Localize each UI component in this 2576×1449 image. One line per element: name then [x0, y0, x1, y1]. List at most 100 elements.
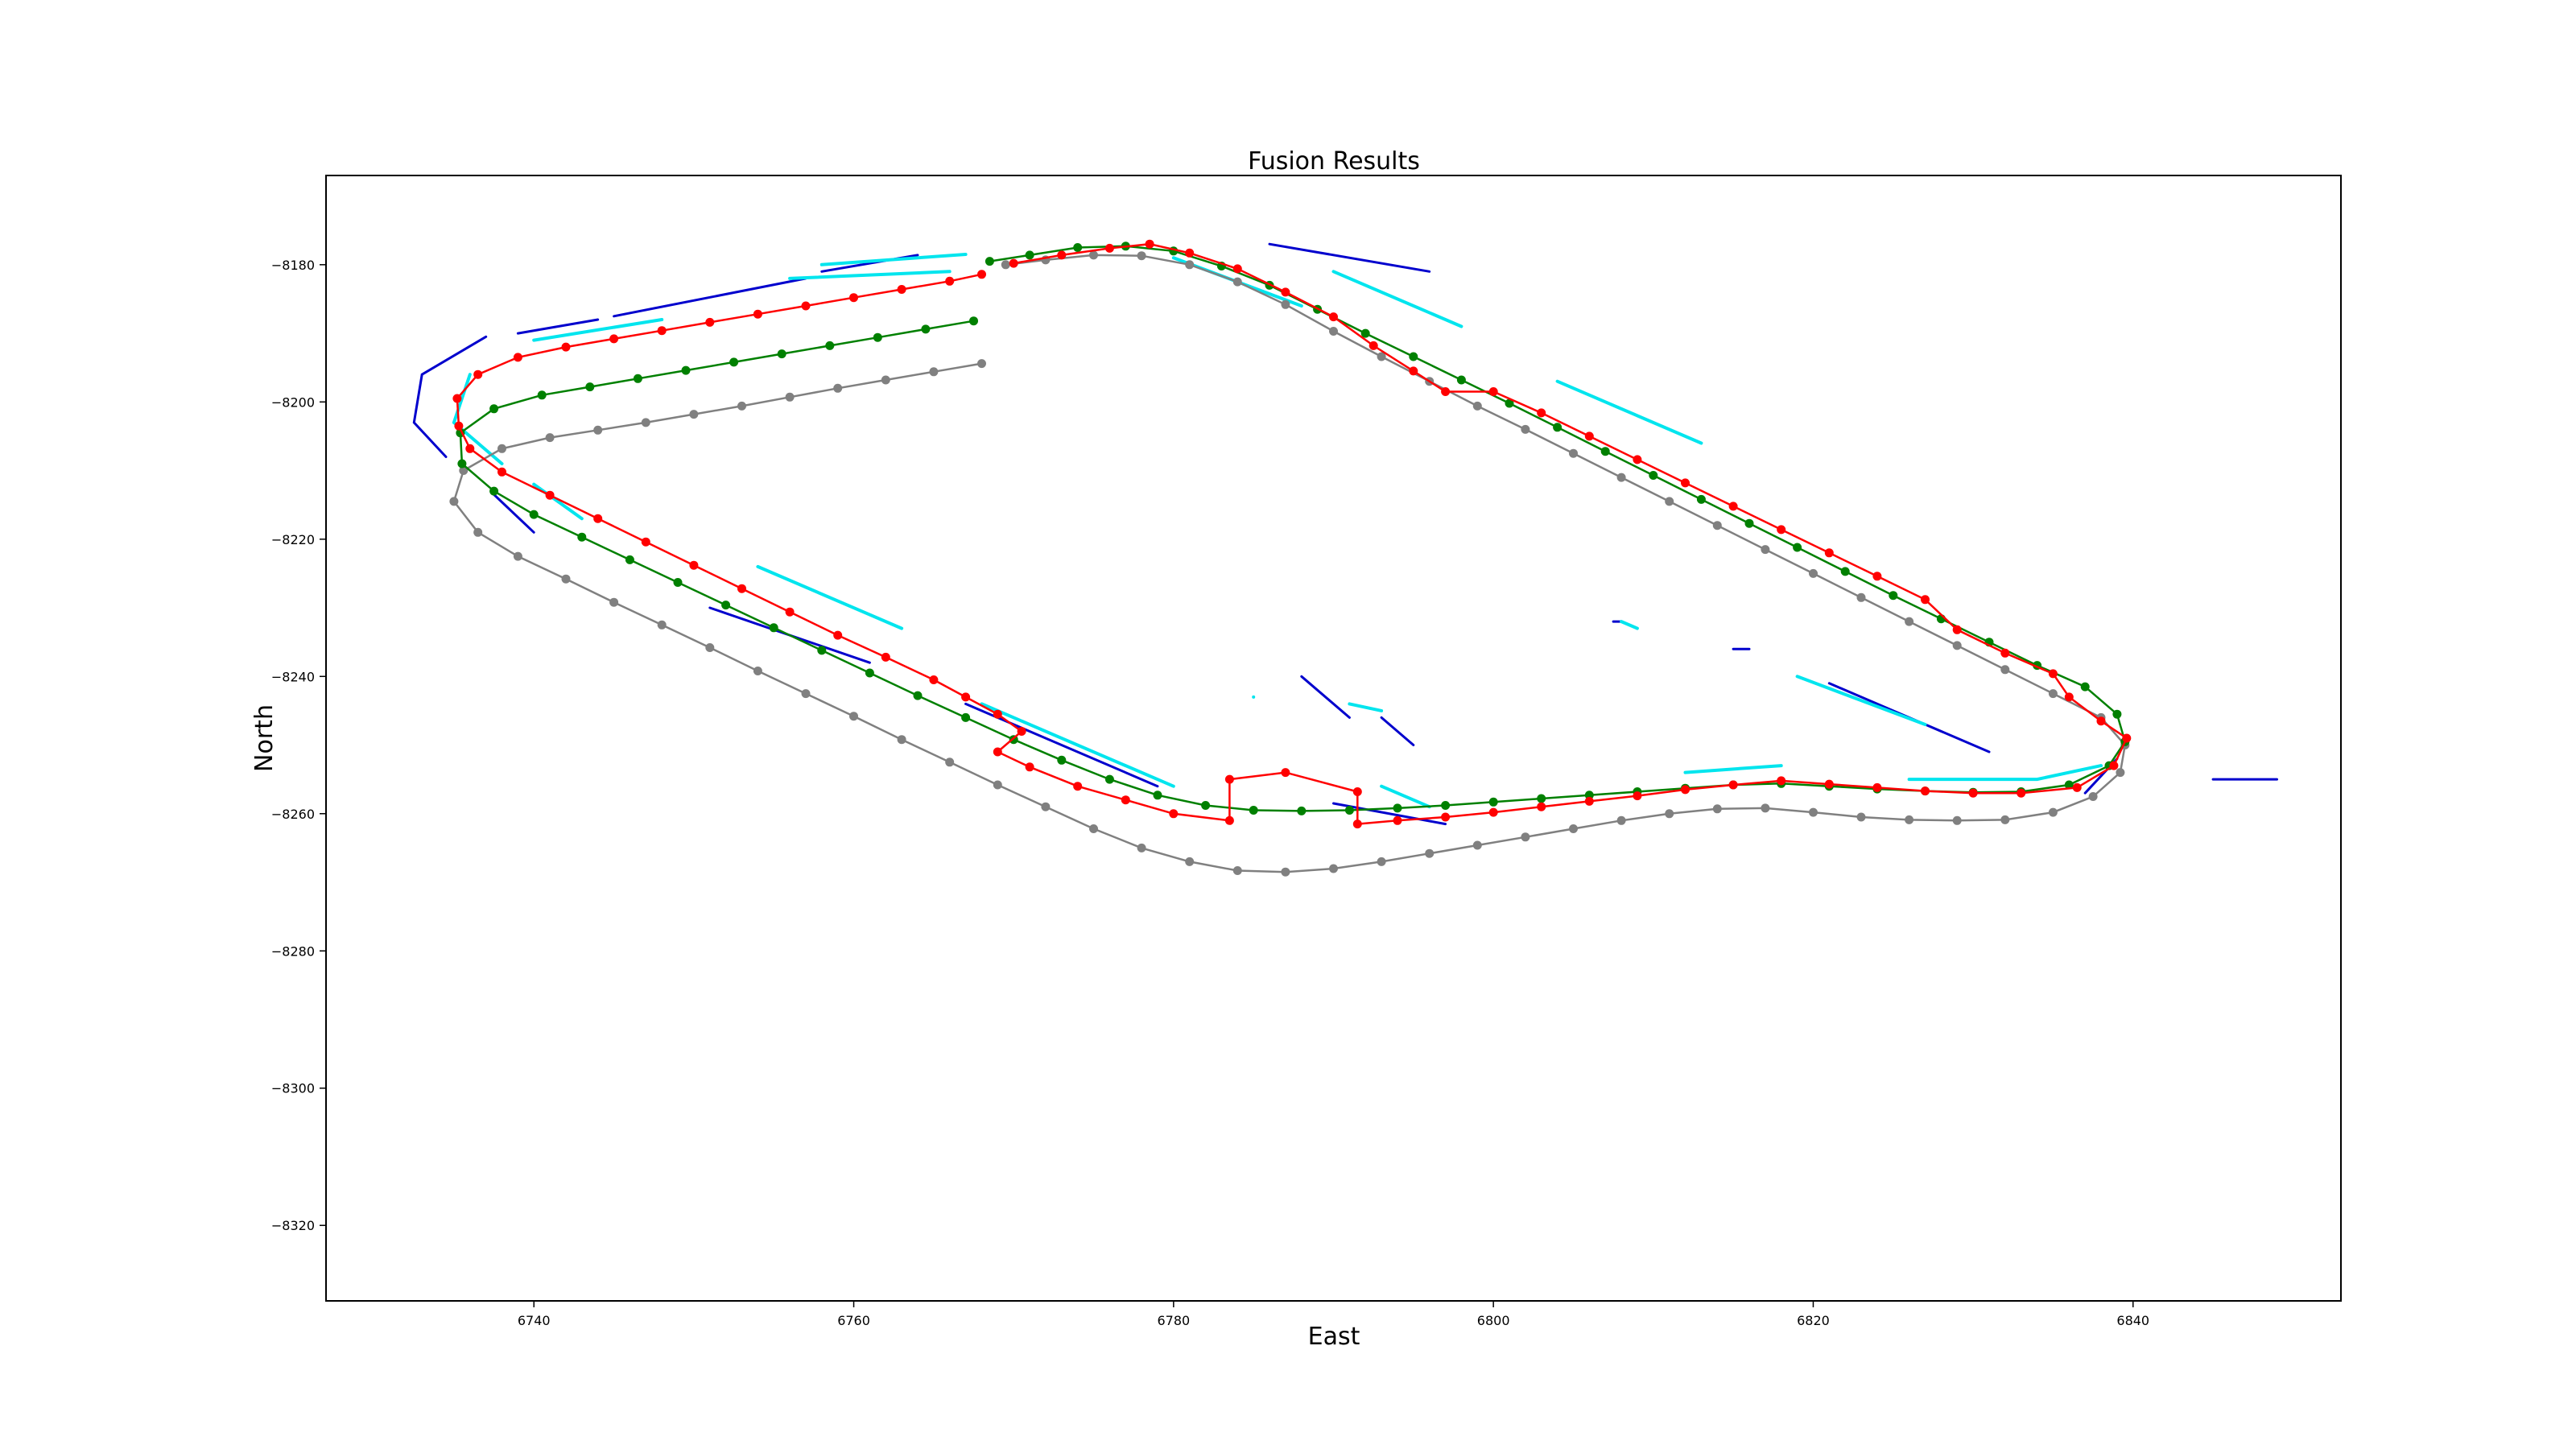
blue-segment: [1300, 675, 1351, 719]
green-track-point: [2112, 709, 2122, 719]
gray-track-point: [785, 392, 795, 402]
red-track-point: [1681, 478, 1690, 488]
green-track-point: [1441, 801, 1451, 810]
green-track-point: [873, 332, 882, 342]
gray-track-point: [1472, 840, 1482, 850]
green-track-point: [1649, 471, 1658, 480]
gray-track-point: [1761, 803, 1770, 813]
gray-track-point: [593, 425, 603, 435]
red-track-point: [1441, 812, 1451, 822]
gray-track-point: [449, 497, 459, 506]
red-track-point: [929, 675, 939, 684]
cyan-segment: [1683, 764, 1783, 774]
red-track-point: [593, 514, 603, 523]
green-track-point: [1104, 774, 1114, 784]
green-track-point: [1409, 352, 1418, 361]
gray-track-point: [1137, 843, 1146, 852]
y-tick-label: −8180: [271, 258, 315, 273]
green-track-point: [625, 555, 634, 564]
red-track-point: [1409, 366, 1418, 376]
red-track-point: [993, 747, 1002, 757]
red-track-point: [1441, 387, 1451, 396]
gray-track-point: [1329, 864, 1338, 873]
green-track-point: [921, 324, 931, 334]
gray-track-point: [1185, 260, 1195, 270]
red-track-point: [1921, 786, 1930, 796]
red-track-point: [1952, 625, 1962, 634]
gray-track-point: [1952, 815, 1962, 825]
gray-track-line: [452, 254, 2127, 873]
cyan-segment: [1331, 270, 1463, 328]
red-track-point: [1073, 782, 1083, 791]
red-track-point: [1824, 548, 1834, 558]
gray-track-point: [1089, 824, 1098, 833]
gray-track-point: [945, 758, 955, 767]
x-axis-label: East: [1308, 1323, 1360, 1351]
red-track-point: [1584, 796, 1594, 806]
green-track-point: [2080, 682, 2090, 691]
gray-track-point: [1001, 260, 1010, 270]
red-track-point: [1537, 408, 1546, 418]
gray-track-point: [993, 780, 1002, 790]
red-track-point: [561, 342, 571, 352]
green-track-point: [529, 510, 539, 519]
red-track-point: [977, 270, 986, 279]
red-track-point: [1057, 250, 1067, 260]
green-track-point: [817, 646, 827, 655]
gray-track-point: [1569, 824, 1578, 833]
gray-track-point: [1616, 473, 1626, 482]
red-track-point: [497, 467, 506, 477]
red-track-point: [1824, 779, 1834, 789]
gray-track-point: [801, 689, 811, 699]
green-track-point: [2064, 780, 2074, 790]
green-track-point: [489, 486, 499, 496]
green-track-point: [1393, 803, 1402, 813]
red-track-point: [657, 326, 667, 336]
segments-layer: [412, 242, 2278, 826]
red-track-point: [454, 421, 464, 431]
green-track-point: [673, 578, 683, 587]
green-track-point: [1344, 806, 1354, 815]
gray-track-point: [2048, 807, 2058, 817]
x-tick-label: 6820: [1797, 1313, 1830, 1328]
gray-track-point: [737, 401, 746, 411]
gray-track-point: [1521, 832, 1530, 842]
series-layer: [449, 239, 2132, 877]
red-track-point: [473, 369, 483, 379]
gray-track-point: [2116, 768, 2125, 778]
green-track-point: [1057, 755, 1067, 765]
red-track-point: [753, 309, 762, 319]
green-track-point: [1073, 243, 1083, 252]
red-track-point: [1728, 780, 1738, 790]
cyan-segment: [788, 270, 952, 280]
red-track-point: [1009, 258, 1018, 268]
green-track-point: [1201, 801, 1211, 810]
green-track-point: [633, 374, 642, 383]
gray-track-point: [1232, 277, 1242, 287]
green-track-point: [681, 365, 691, 375]
gray-track-point: [833, 383, 843, 393]
red-track-point: [1488, 807, 1498, 817]
cyan-segment: [532, 482, 584, 521]
gray-track-point: [2048, 689, 2058, 699]
gray-track-point: [929, 367, 939, 377]
gray-track-point: [1377, 352, 1386, 361]
green-track-point: [1600, 447, 1610, 456]
y-tick-label: −8200: [271, 394, 315, 410]
gray-track-point: [2000, 815, 2010, 824]
gray-track-point: [689, 410, 699, 419]
red-track-point: [2064, 692, 2074, 702]
red-track-point: [1777, 776, 1786, 786]
red-track-point: [833, 630, 843, 640]
red-track-point: [2072, 782, 2082, 792]
gray-track-point: [1856, 592, 1866, 602]
cyan-segment: [532, 318, 664, 342]
red-track-point: [1224, 774, 1234, 784]
gray-track-point: [977, 359, 986, 369]
green-track-point: [1456, 375, 1466, 385]
gray-track-point: [497, 444, 506, 453]
y-axis-ticks: −8180 −8200 −8220 −8240 −8260 −8280 −8300 −8320: [271, 258, 326, 1233]
red-track-point: [545, 490, 555, 500]
red-track-point: [1393, 815, 1402, 825]
